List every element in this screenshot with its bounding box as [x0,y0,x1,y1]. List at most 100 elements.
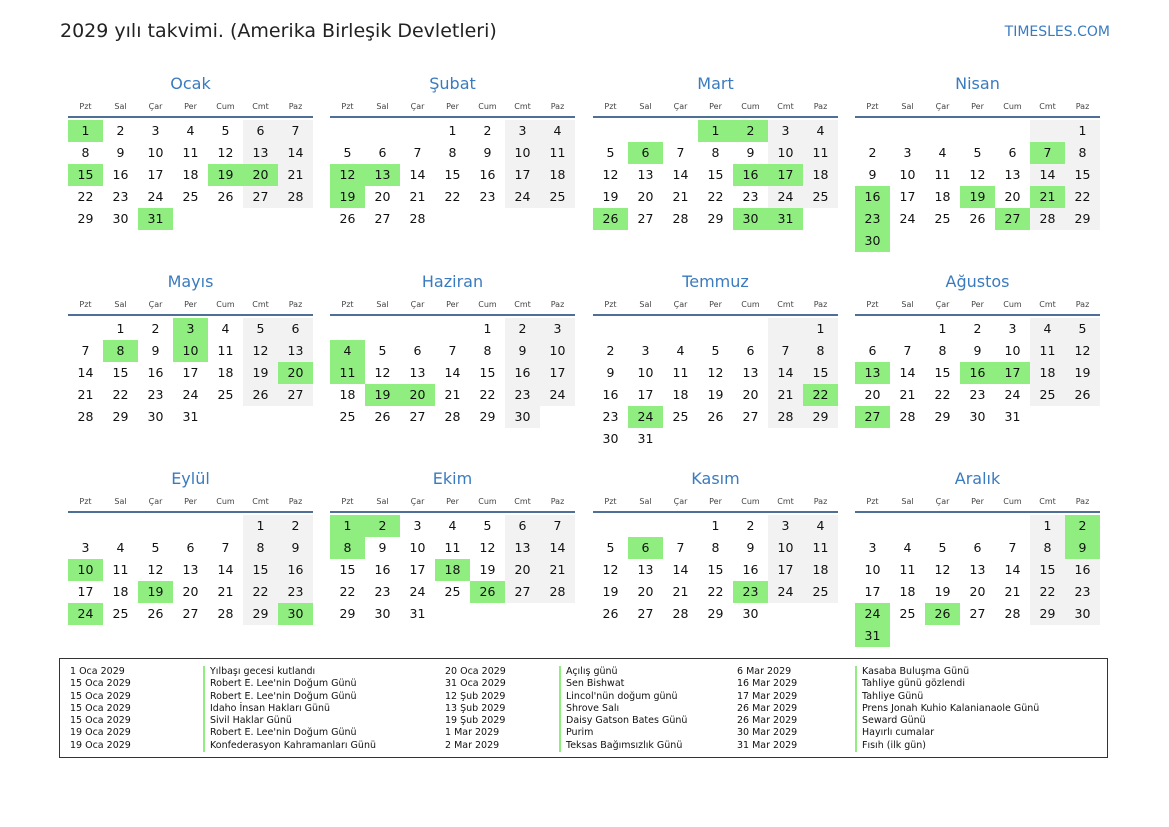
weekday-label: Per [184,300,197,309]
holiday-name: Konfederasyon Kahramanları Günü [210,739,376,751]
day-cell: 14 [1030,164,1065,186]
day-cell: 28 [1004,606,1021,621]
day-cell: 10 [1004,343,1021,358]
month-block: Aralık Pzt Sal Çar Per Cum Cmt Paz 1 2 3 4 5 6 7 8 9 10 11… [855,467,1100,647]
holiday-day-cell: 17 [995,362,1030,384]
holiday-day-cell: 13 [855,362,890,384]
empty-cell [995,120,1030,142]
month-block: Şubat Pzt Sal Çar Per Cum Cmt Paz 1 2 3 4 5 6 7 8 9 10 11 1… [330,72,575,230]
day-grid: 1 2 3 4 5 6 7 8 9 10 11 12 13 14 15 16 17 18 19 20 21 22 23 24 2… [330,515,575,625]
day-cell: 11 [899,562,916,577]
day-cell: 21 [672,189,689,204]
day-cell: 13 [1004,167,1021,182]
day-cell: 5 [606,145,615,160]
day-cell: 6 [868,343,877,358]
day-cell: 18 [217,365,234,380]
day-cell: 12 [969,167,986,182]
day-cell: 27 [742,409,759,424]
day-cell: 4 [938,145,947,160]
empty-cell [628,318,663,340]
holiday-date: 15 Oca 2029 [70,690,131,702]
day-cell: 21 [768,384,803,406]
holiday-day-cell: 1 [68,120,103,142]
month-block: Temmuz Pzt Sal Çar Per Cum Cmt Paz 1 2 3 4 5 6 7 8 9 10 11… [593,270,838,450]
holiday-name: Lincol'nün doğum günü [566,690,678,702]
day-cell: 3 [413,518,422,533]
day-cell: 1 [1065,120,1100,142]
holiday-date: 15 Oca 2029 [70,702,131,714]
weekday-label: Cum [478,102,497,111]
holiday-date: 30 Mar 2029 [737,727,798,739]
holiday-date: 31 Mar 2029 [737,739,798,751]
empty-cell [68,515,103,537]
day-cell: 9 [483,145,492,160]
day-cell: 28 [899,409,916,424]
day-cell: 30 [505,406,540,428]
day-cell: 28 [672,211,689,226]
day-cell: 9 [606,365,615,380]
day-cell: 19 [479,562,496,577]
day-grid: 1 2 3 4 5 6 7 8 9 10 11 12 13 14 15 16 17 18 19 20 21 22 23 24 2… [330,120,575,230]
weekday-label: Per [971,300,984,309]
day-cell: 29 [934,409,951,424]
brand-link[interactable]: TIMESLES.COM [1004,24,1110,40]
empty-cell [925,120,960,142]
day-cell: 5 [151,540,160,555]
day-cell: 15 [934,365,951,380]
day-cell: 21 [1004,584,1021,599]
day-cell: 28 [444,409,461,424]
weekday-label: Pzt [79,300,92,309]
day-cell: 24 [768,186,803,208]
day-cell: 24 [182,387,199,402]
day-cell: 25 [803,186,838,208]
day-cell: 12 [602,167,619,182]
day-cell: 11 [112,562,129,577]
weekday-label: Cum [216,497,235,506]
day-cell: 10 [768,537,803,559]
day-cell: 13 [637,167,654,182]
day-cell: 12 [707,365,724,380]
month-name: Mayıs [167,272,214,291]
day-cell: 27 [505,581,540,603]
day-grid: 1 2 3 4 5 6 7 8 9 10 11 12 13 14 15 16 17 18 19 20 21 22 23 24 2… [68,515,313,625]
day-cell: 15 [339,562,356,577]
day-cell: 1 [711,518,720,533]
holiday-name: Tahliye günü gözlendi [862,678,965,690]
day-grid: 1 2 3 4 5 6 7 8 9 10 11 12 13 14 15 16 17 18 19 20 21 22 23 24 2… [855,515,1100,647]
day-cell: 16 [479,167,496,182]
holiday-name: Robert E. Lee'nin Doğum Günü [210,690,357,702]
day-cell: 15 [479,365,496,380]
day-cell: 28 [77,409,94,424]
holiday-date: 20 Oca 2029 [445,666,506,677]
day-cell: 25 [339,409,356,424]
day-cell: 1 [448,123,457,138]
empty-cell [173,515,208,537]
weekday-label: Sal [114,497,127,506]
day-cell: 21 [899,387,916,402]
day-cell: 12 [217,145,234,160]
holiday-day-cell: 13 [365,164,400,186]
day-cell: 23 [742,189,759,204]
day-cell: 8 [81,145,90,160]
day-cell: 29 [1030,603,1065,625]
day-cell: 27 [409,409,426,424]
weekday-label: Çar [148,300,163,309]
day-cell: 6 [378,145,387,160]
holiday-date: 19 Oca 2029 [70,739,131,751]
day-cell: 27 [374,211,391,226]
day-cell: 21 [444,387,461,402]
weekday-label: Çar [935,300,950,309]
day-cell: 8 [711,145,720,160]
day-cell: 28 [768,406,803,428]
weekday-label: Pzt [79,102,92,111]
day-cell: 9 [378,540,387,555]
day-cell: 20 [742,387,759,402]
day-cell: 18 [899,584,916,599]
day-cell: 28 [409,211,426,226]
day-cell: 10 [147,145,164,160]
weekday-label: Cmt [777,497,794,506]
day-cell: 4 [1030,318,1065,340]
day-cell: 12 [147,562,164,577]
day-cell: 10 [864,562,881,577]
empty-cell [995,515,1030,537]
